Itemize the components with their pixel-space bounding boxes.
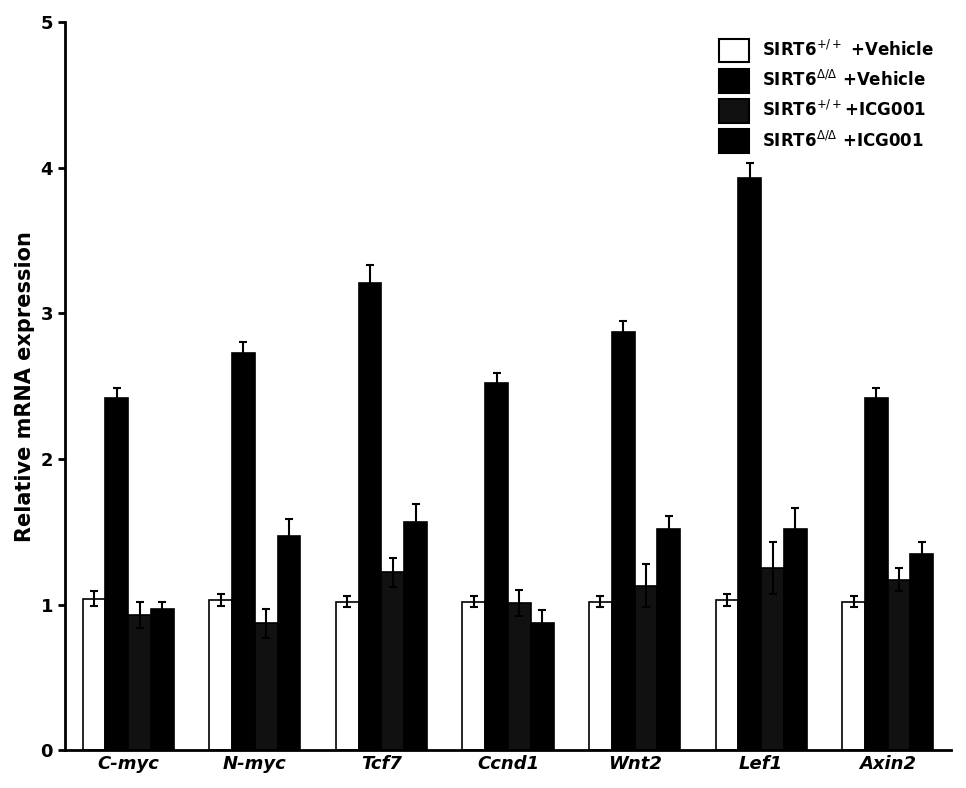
Bar [783,529,807,750]
Bar [865,398,888,750]
Legend: SIRT6$^{+/+}$ +Vehicle, SIRT6$^{\Delta/\Delta}$ +Vehicle, SIRT6$^{+/+}$+ICG001, : SIRT6$^{+/+}$ +Vehicle, SIRT6$^{\Delta/\… [711,30,943,162]
Bar [463,601,485,750]
Bar [255,623,277,750]
Bar [508,603,530,750]
Bar [151,609,174,750]
Bar [842,601,865,750]
Bar [657,529,680,750]
Bar [358,283,382,750]
Bar [128,615,151,750]
Bar [485,383,508,750]
Bar [336,601,358,750]
Y-axis label: Relative mRNA expression: Relative mRNA expression [15,231,35,541]
Bar [210,600,232,750]
Bar [738,178,761,750]
Bar [382,572,404,750]
Bar [635,585,657,750]
Bar [911,553,933,750]
Bar [232,352,255,750]
Bar [611,333,635,750]
Bar [82,599,105,750]
Bar [404,522,427,750]
Bar [530,623,554,750]
Bar [888,580,911,750]
Bar [277,536,300,750]
Bar [716,600,738,750]
Bar [105,398,128,750]
Bar [589,601,611,750]
Bar [761,568,783,750]
